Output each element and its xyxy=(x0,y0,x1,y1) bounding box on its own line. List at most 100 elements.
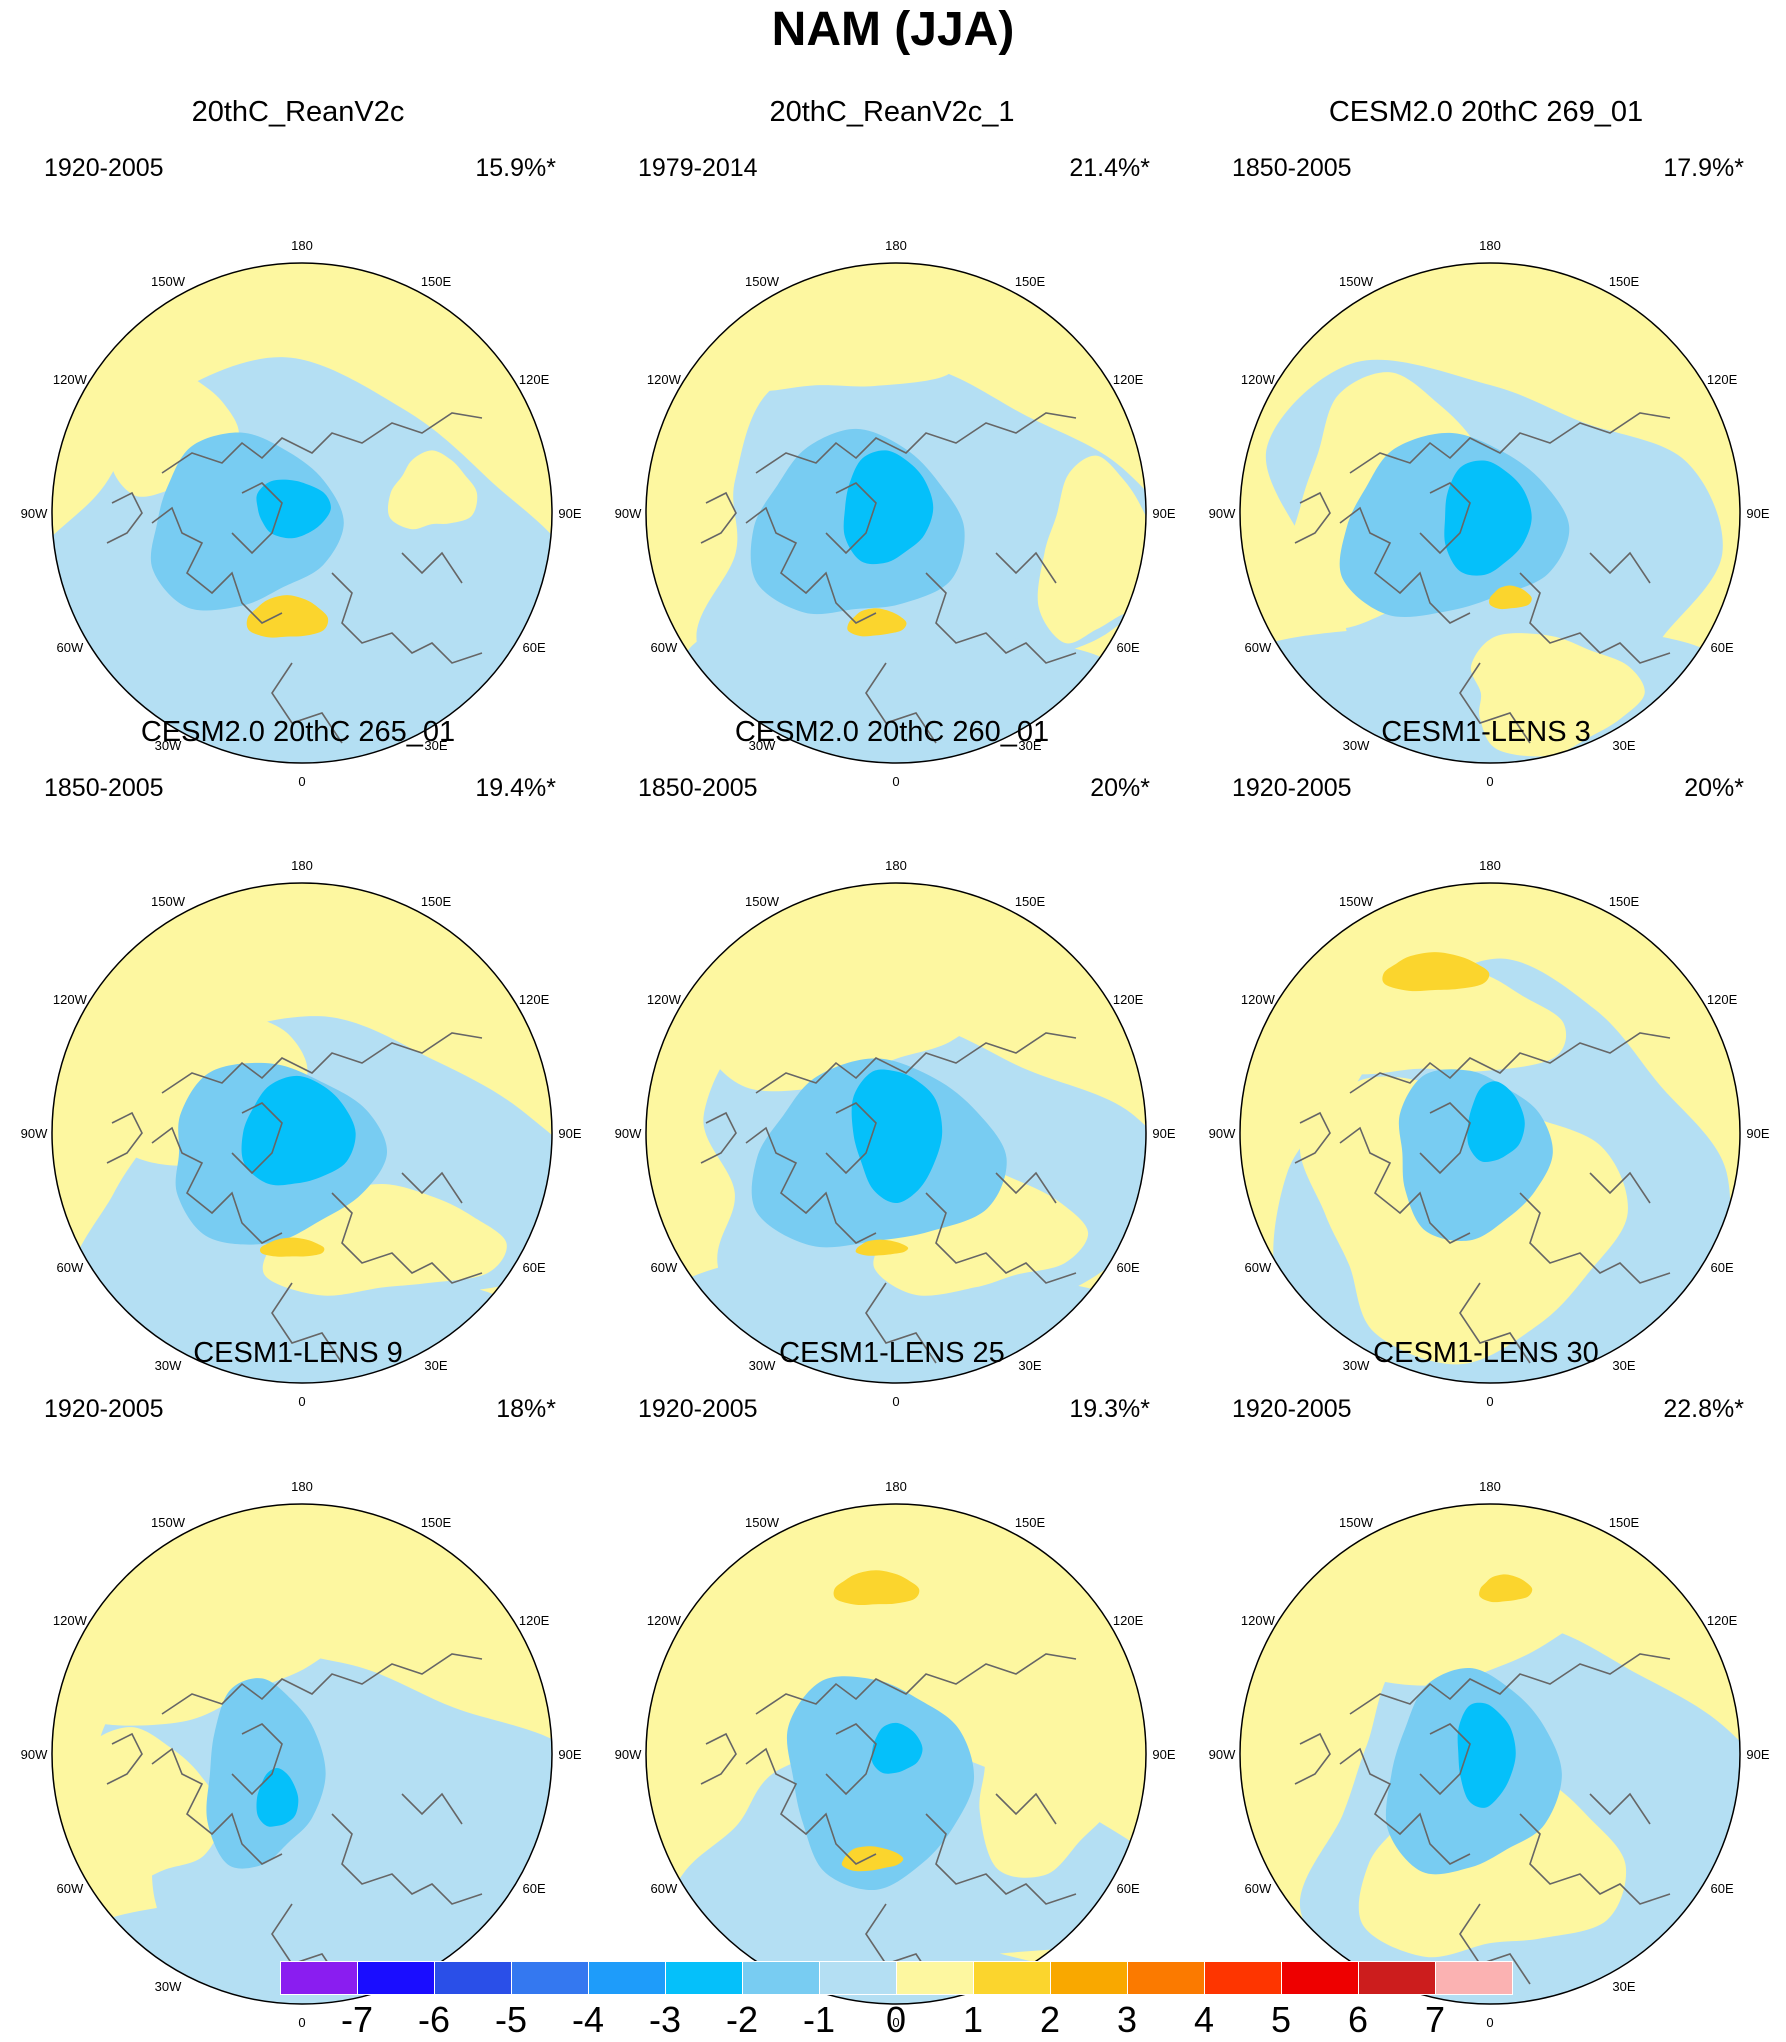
longitude-label: 0 xyxy=(298,2015,305,2030)
panel-period: 1850-2005 xyxy=(44,774,164,802)
colorbar-box xyxy=(1435,1961,1513,1995)
coastline xyxy=(401,1171,463,1204)
panel-title: 20thC_ReanV2c xyxy=(191,96,405,128)
coastline xyxy=(161,1032,483,1094)
longitude-label: 30W xyxy=(1343,1358,1370,1373)
longitude-label: 120E xyxy=(1113,1613,1144,1628)
contour-negative-1 xyxy=(91,624,531,763)
longitude-label: 150W xyxy=(151,274,186,289)
polar-map: 180 150W 150E 120W 120E 90W 90E 60W 60E 30W 30E 0 xyxy=(21,238,582,789)
panel-title: CESM2.0 20thC 265_01 xyxy=(140,716,456,748)
coastline xyxy=(151,506,283,624)
longitude-label: 150W xyxy=(1339,274,1374,289)
coastline xyxy=(151,1126,283,1244)
longitude-label: 90E xyxy=(558,506,581,521)
contour-positive-2 xyxy=(1489,585,1532,610)
coastline xyxy=(745,1747,877,1865)
contour-negative-3 xyxy=(1467,1081,1525,1163)
longitude-label: 150W xyxy=(1339,1515,1374,1530)
longitude-label: 120W xyxy=(647,992,682,1007)
coastline xyxy=(995,1792,1057,1825)
contour-positive-2 xyxy=(841,1846,904,1872)
longitude-label: 30W xyxy=(155,738,182,753)
colorbar-tick-label: 0 xyxy=(885,1999,907,2040)
coastline xyxy=(825,1102,877,1175)
longitude-label: 120W xyxy=(1241,372,1276,387)
longitude-label: 0 xyxy=(1486,774,1493,789)
colorbar-tick-label: 6 xyxy=(1347,1999,1369,2040)
longitude-label: 0 xyxy=(892,1394,899,1409)
longitude-label: 30E xyxy=(424,738,447,753)
panel-title: CESM2.0 20thC 260_01 xyxy=(734,716,1050,748)
longitude-label: 60E xyxy=(523,1260,546,1275)
panel-period: 1920-2005 xyxy=(44,1395,164,1423)
coastline xyxy=(865,662,937,744)
coastline xyxy=(755,1032,1077,1094)
colorbar-box xyxy=(1281,1961,1359,1995)
colorbar-box xyxy=(357,1961,435,1995)
coastline xyxy=(1519,572,1671,664)
longitude-label: 30W xyxy=(749,1358,776,1373)
colorbar-tick-label: -3 xyxy=(648,1999,681,2040)
panel-period: 1979-2014 xyxy=(638,154,758,182)
colorbar-tick-label: -6 xyxy=(417,1999,450,2040)
coastline xyxy=(401,1792,463,1825)
panel-period: 1850-2005 xyxy=(638,774,758,802)
longitude-label: 60E xyxy=(523,1881,546,1896)
contour-positive-2 xyxy=(1479,1574,1533,1603)
coastline xyxy=(106,1111,143,1164)
panel-period: 1920-2005 xyxy=(44,154,164,182)
coastline xyxy=(745,1126,877,1244)
longitude-label: 30E xyxy=(424,1358,447,1373)
longitude-label: 90W xyxy=(1209,1126,1236,1141)
longitude-label: 60W xyxy=(651,1260,678,1275)
coastline xyxy=(271,662,343,744)
panel-title: CESM1-LENS 9 xyxy=(193,1337,403,1369)
longitude-label: 60W xyxy=(651,640,678,655)
contour-negative-2 xyxy=(150,432,344,611)
coastline xyxy=(825,1723,877,1796)
map-boundary xyxy=(645,1503,1147,2005)
map-panel: 180 150W 150E 120W 120E 90W 90E 60W 60E 30W 30E 0 20… xyxy=(0,95,596,789)
longitude-label: 150E xyxy=(1015,894,1046,909)
longitude-label: 120E xyxy=(519,1613,550,1628)
coastline xyxy=(1349,412,1671,474)
longitude-label: 150W xyxy=(745,274,780,289)
coastline xyxy=(1519,1813,1671,1905)
longitude-label: 120E xyxy=(519,992,550,1007)
coastline xyxy=(231,1723,283,1796)
longitude-label: 60W xyxy=(1245,1881,1272,1896)
longitude-label: 120W xyxy=(53,372,88,387)
longitude-label: 150E xyxy=(1609,894,1640,909)
longitude-label: 60E xyxy=(1117,1260,1140,1275)
coastline xyxy=(1519,1192,1671,1284)
longitude-label: 150W xyxy=(151,894,186,909)
longitude-label: 60E xyxy=(1117,1881,1140,1896)
longitude-label: 0 xyxy=(892,2015,899,2030)
longitude-label: 150W xyxy=(745,1515,780,1530)
panel-variance: 22.8%* xyxy=(1663,1395,1744,1423)
contour-negative-2 xyxy=(206,1678,326,1869)
longitude-label: 90W xyxy=(21,1747,48,1762)
longitude-label: 0 xyxy=(298,774,305,789)
coastline xyxy=(995,551,1057,584)
longitude-label: 180 xyxy=(291,858,313,873)
coastline xyxy=(925,1192,1077,1284)
colorbar-tick-label: 4 xyxy=(1193,1999,1215,2040)
figure-title: NAM (JJA) xyxy=(771,3,1015,56)
coastline xyxy=(161,412,483,474)
panel-title: CESM1-LENS 3 xyxy=(1381,716,1591,748)
panel-variance: 18%* xyxy=(496,1395,556,1423)
contour-negative-3 xyxy=(1444,460,1532,576)
map-boundary xyxy=(645,882,1147,1384)
longitude-label: 60E xyxy=(1711,1260,1734,1275)
longitude-label: 60W xyxy=(1245,640,1272,655)
coastline xyxy=(925,572,1077,664)
longitude-label: 180 xyxy=(885,1479,907,1494)
map-panel: 180 150W 150E 120W 120E 90W 90E 60W 60E 30W 30E 0 CE… xyxy=(1188,715,1784,1409)
longitude-label: 120W xyxy=(53,992,88,1007)
longitude-label: 90W xyxy=(615,1747,642,1762)
map-boundary xyxy=(1239,882,1741,1384)
colorbar-box xyxy=(511,1961,589,1995)
colorbar-box xyxy=(973,1961,1051,1995)
